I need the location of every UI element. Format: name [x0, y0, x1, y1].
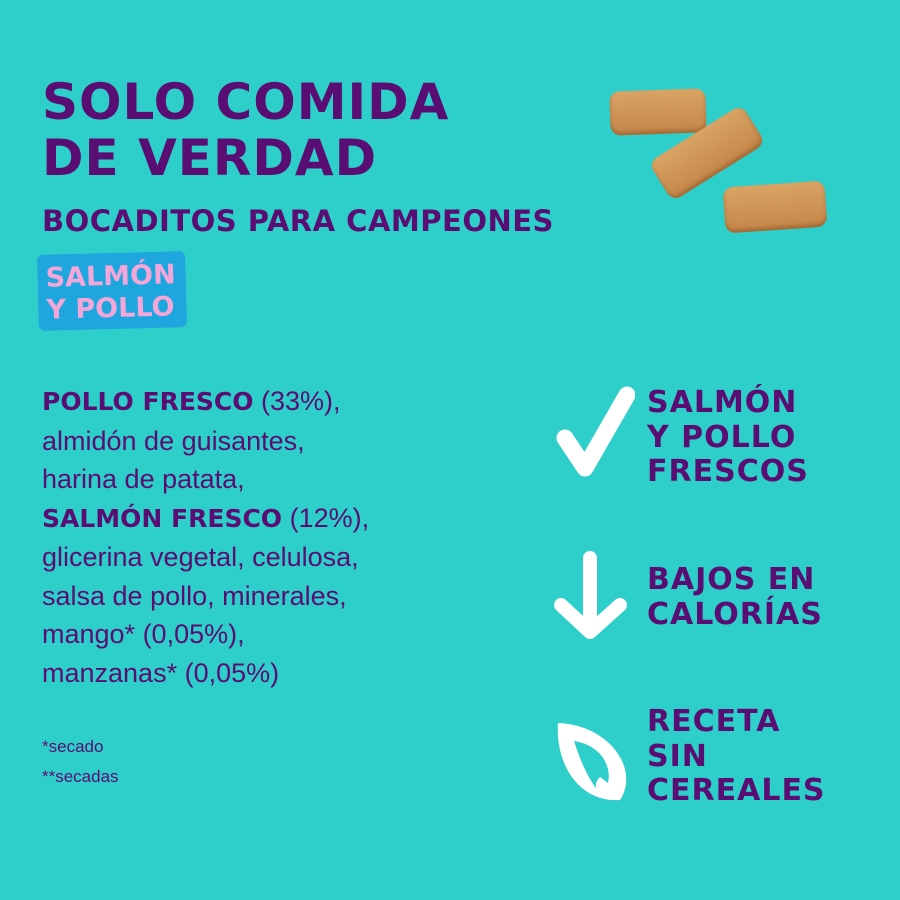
kibble-image — [722, 180, 828, 234]
leaf-icon — [557, 723, 627, 801]
title-line-2: DE VERDAD — [42, 129, 378, 187]
ingredient-bold: SALMÓN FRESCO — [42, 503, 283, 533]
flavor-badge: SALMÓN Y POLLO — [37, 251, 187, 331]
ingredient-text: glicerina vegetal, celulosa, — [42, 542, 359, 572]
ingredient-bold: POLLO FRESCO — [42, 387, 254, 416]
badge-line-1: SALMÓN — [45, 259, 176, 294]
feature-fresh: SALMÓN Y POLLO FRESCOS — [647, 385, 809, 490]
page-title: SOLO COMIDA DE VERDAD — [42, 74, 449, 186]
feature-grain-free: RECETA SIN CEREALES — [647, 704, 826, 809]
ingredient-text: salsa de pollo, minerales, — [42, 580, 347, 611]
feature-line: RECETA — [647, 704, 781, 739]
ingredient-line: manzanas* (0,05%) — [42, 654, 369, 693]
ingredient-text: (12%), — [282, 502, 370, 533]
feature-line: SALMÓN — [647, 385, 798, 420]
ingredient-line: mango* (0,05%), — [42, 615, 369, 654]
ingredient-text: mango* (0,05%), — [42, 619, 245, 649]
ingredient-text: harina de patata, — [42, 464, 245, 494]
ingredients-list: POLLO FRESCO (33%), almidón de guisantes… — [42, 382, 369, 692]
checkmark-icon — [556, 386, 635, 477]
feature-line: Y POLLO — [647, 419, 797, 455]
feature-line: BAJOS EN — [647, 562, 816, 597]
feature-line: FRESCOS — [647, 454, 809, 489]
feature-line: CALORÍAS — [647, 596, 823, 632]
footnote: *secado — [42, 737, 104, 756]
feature-line: CEREALES — [647, 773, 826, 808]
ingredient-line: almidón de guisantes, — [42, 422, 369, 461]
ingredient-text: (33%), — [253, 386, 341, 416]
down-arrow-icon — [554, 551, 627, 639]
subtitle: BOCADITOS PARA CAMPEONES — [42, 204, 554, 238]
title-line-1: SOLO COMIDA — [42, 73, 450, 131]
ingredient-line: glicerina vegetal, celulosa, — [42, 538, 369, 577]
kibble-image — [609, 88, 707, 136]
badge-line-2: Y POLLO — [46, 291, 175, 326]
ingredient-line: SALMÓN FRESCO (12%), — [42, 499, 369, 539]
footnote: **secadas — [42, 767, 119, 786]
ingredient-text: manzanas* (0,05%) — [42, 657, 280, 688]
ingredient-line: salsa de pollo, minerales, — [42, 577, 369, 616]
ingredient-text: almidón de guisantes, — [42, 425, 305, 456]
ingredient-line: POLLO FRESCO (33%), — [42, 382, 369, 422]
feature-line: SIN — [647, 738, 708, 774]
feature-low-calorie: BAJOS EN CALORÍAS — [647, 562, 823, 632]
ingredient-line: harina de patata, — [42, 460, 369, 499]
